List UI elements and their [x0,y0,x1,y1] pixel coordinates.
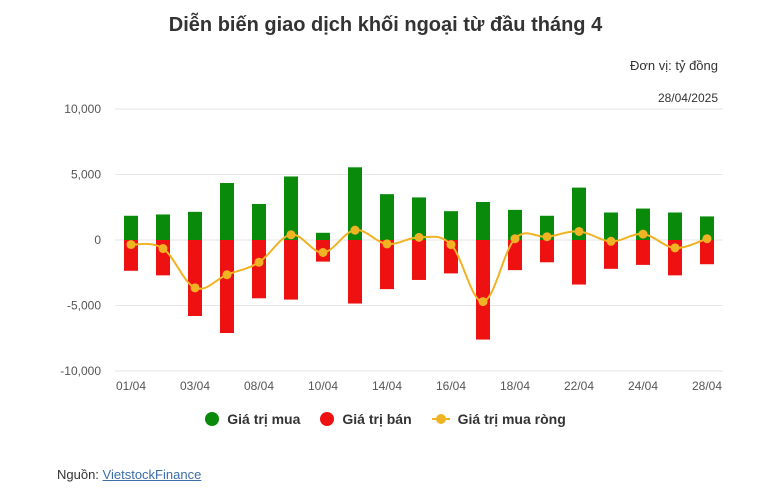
net-point [606,236,616,246]
legend-buy-marker [205,412,220,426]
buy-bar [252,203,266,240]
net-point [414,232,424,242]
sell-bar [604,240,618,269]
net-point [446,240,456,250]
bars [124,167,714,340]
x-tick-label: 10/04 [308,379,338,393]
legend-item-buy[interactable]: Giá trị mua [205,411,300,427]
legend-sell-label: Giá trị bán [342,411,412,427]
x-tick-label: 03/04 [180,379,210,393]
legend-sell-marker [320,412,335,426]
chart-title: Diễn biến giao dịch khối ngoại từ đầu th… [168,14,603,36]
y-tick-label: 5,000 [71,168,101,182]
sell-bar [380,240,394,290]
sell-bar [636,240,650,265]
date-label: 28/04/2025 [657,91,718,105]
sell-bar [124,240,138,271]
y-tick-label: 0 [94,233,101,247]
buy-bar [668,212,682,240]
net-point [510,234,520,244]
buy-bar [604,212,618,240]
net-point [318,247,328,257]
net-point [382,239,392,249]
sell-bar [284,240,298,300]
y-tick-label: -5,000 [67,299,101,313]
source-prefix: Nguồn: [57,467,103,482]
sell-bar [476,240,490,340]
x-axis-ticks: 01/04 03/04 08/04 10/04 14/04 16/04 18/04 22/04… [116,379,722,393]
net-point [286,230,296,240]
net-point [126,240,136,250]
unit-label: Đơn vị: tỷ đồng [629,58,718,73]
sell-bar [348,240,362,304]
x-tick-label: 22/04 [564,379,594,393]
buy-bar [476,202,490,240]
net-point [702,234,712,244]
net-point [638,229,648,239]
buy-bar [284,176,298,240]
legend-buy-label: Giá trị mua [227,411,301,427]
net-point [222,270,232,280]
buy-bar [380,194,394,240]
source-link[interactable]: VietstockFinance [102,467,202,482]
sell-bar [508,240,522,271]
y-tick-label: -10,000 [60,364,101,378]
buy-bar [412,197,426,240]
buy-bar [572,187,586,240]
x-tick-label: 28/04 [692,379,722,393]
sell-bar [572,240,586,285]
x-tick-label: 01/04 [116,379,146,393]
y-axis-ticks: 10,000 5,000 0 -5,000 -10,000 [60,102,101,378]
sell-bar [540,240,554,263]
net-point [254,257,264,267]
legend-item-net[interactable]: Giá trị mua ròng [431,411,566,427]
grid-lines [115,108,723,372]
net-point [670,243,680,253]
chart-plot: 10,000 5,000 0 -5,000 -10,000 01/04 03/04 08/0… [60,102,723,393]
sell-bar [220,240,234,334]
buy-bar [156,214,170,240]
source-note: Nguồn: VietstockFinance [57,467,201,482]
sell-bar [412,240,426,280]
x-tick-label: 18/04 [500,379,530,393]
net-point [190,283,200,293]
buy-bar [124,215,138,240]
legend-item-sell[interactable]: Giá trị bán [320,411,412,427]
legend: Giá trị mua Giá trị bán Giá trị mua ròng [0,411,771,427]
legend-net-label: Giá trị mua ròng [457,411,566,427]
sell-bar [252,240,266,299]
net-point [350,225,360,235]
buy-bar [444,211,458,240]
x-tick-label: 24/04 [628,379,658,393]
x-tick-label: 08/04 [244,379,274,393]
net-point [542,232,552,242]
x-tick-label: 16/04 [436,379,466,393]
buy-bar [220,183,234,240]
net-point [478,297,488,307]
buy-bar [508,209,522,240]
buy-bar [188,211,202,240]
buy-bar [700,216,714,240]
sell-bar [188,240,202,316]
net-line [126,225,712,307]
buy-bar [348,167,362,240]
x-tick-label: 14/04 [372,379,402,393]
y-tick-label: 10,000 [64,102,101,116]
buy-bar [316,232,330,240]
net-point [574,226,584,236]
net-point [158,244,168,254]
sell-bar [700,240,714,265]
legend-net-marker [431,412,450,426]
